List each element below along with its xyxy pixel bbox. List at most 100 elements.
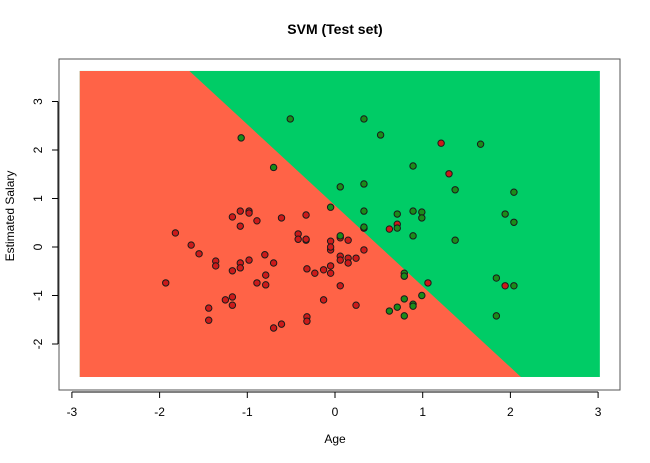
- point-class-0: [303, 317, 311, 325]
- point-class-0: [277, 214, 286, 222]
- point-class-1: [376, 131, 385, 139]
- point-class-0: [319, 266, 328, 274]
- x-tick-label: 1: [419, 405, 426, 419]
- y-tick-label: 1: [31, 195, 45, 202]
- point-class-1: [269, 163, 278, 172]
- point-class-0: [261, 251, 269, 259]
- point-class-1: [492, 312, 501, 320]
- point-class-0: [424, 279, 432, 287]
- point-class-0: [228, 213, 237, 221]
- point-class-0: [236, 264, 244, 272]
- point-class-0: [253, 279, 261, 287]
- point-class-0: [228, 267, 237, 275]
- x-tick-label: 3: [595, 405, 602, 419]
- point-class-1: [393, 210, 401, 218]
- x-tick-label: -1: [242, 405, 253, 419]
- point-class-1: [400, 272, 408, 280]
- point-class-0: [212, 262, 220, 270]
- point-class-0: [187, 241, 195, 249]
- point-class-1: [476, 140, 485, 148]
- point-class-0: [385, 225, 394, 233]
- y-tick-label: 3: [31, 98, 45, 105]
- point-class-1: [418, 291, 426, 300]
- point-class-0: [236, 207, 244, 215]
- point-class-1: [237, 134, 245, 142]
- point-class-0: [269, 259, 278, 267]
- y-tick-label: -2: [31, 338, 45, 349]
- point-class-0: [205, 304, 213, 312]
- point-class-0: [245, 209, 253, 217]
- point-class-1: [510, 218, 518, 226]
- y-axis: -2 -1 0 1 2 3: [31, 98, 59, 349]
- point-class-0: [319, 296, 328, 304]
- point-class-1: [360, 115, 368, 123]
- point-class-1: [409, 207, 417, 215]
- x-axis: -3 -2 -1 0 1 2 3: [67, 391, 602, 419]
- point-class-0: [501, 282, 509, 290]
- point-class-1: [510, 282, 518, 290]
- y-tick-label: -1: [31, 290, 45, 301]
- point-class-1: [286, 115, 294, 123]
- point-class-0: [303, 265, 311, 273]
- point-class-1: [510, 188, 518, 196]
- point-class-0: [445, 170, 453, 178]
- point-class-1: [336, 232, 344, 240]
- point-class-0: [294, 235, 302, 243]
- y-tick-label: 0: [31, 243, 45, 250]
- point-class-0: [269, 324, 278, 332]
- point-class-1: [409, 302, 417, 310]
- point-class-0: [236, 222, 244, 230]
- x-tick-label: -2: [154, 405, 165, 419]
- point-class-1: [451, 236, 459, 244]
- point-class-0: [336, 282, 344, 290]
- point-class-0: [344, 236, 352, 244]
- point-class-1: [393, 224, 401, 232]
- point-class-0: [245, 256, 253, 264]
- point-class-1: [360, 223, 368, 231]
- x-axis-label: Age: [324, 432, 346, 446]
- point-class-0: [437, 139, 445, 147]
- point-class-0: [195, 250, 203, 258]
- point-class-1: [385, 307, 394, 315]
- point-class-1: [360, 180, 368, 188]
- point-class-1: [409, 162, 417, 170]
- point-class-1: [501, 210, 509, 218]
- point-class-0: [326, 243, 335, 251]
- x-tick-label: 0: [332, 405, 339, 419]
- point-class-1: [326, 203, 335, 211]
- point-class-0: [344, 259, 352, 267]
- point-class-1: [336, 183, 344, 191]
- point-class-0: [228, 301, 237, 309]
- x-tick-label: -3: [67, 405, 78, 419]
- point-class-0: [253, 217, 261, 225]
- data-points: [162, 115, 518, 332]
- point-class-0: [311, 269, 319, 277]
- point-class-0: [171, 229, 180, 237]
- point-class-1: [400, 295, 408, 303]
- point-class-0: [262, 281, 270, 289]
- point-class-0: [221, 296, 230, 304]
- point-class-1: [360, 207, 368, 215]
- point-class-0: [336, 256, 344, 264]
- point-class-1: [400, 312, 408, 320]
- point-class-1: [492, 274, 501, 282]
- point-class-0: [326, 269, 335, 277]
- x-tick-label: 2: [507, 405, 514, 419]
- point-class-0: [302, 211, 310, 219]
- point-class-1: [451, 186, 459, 194]
- point-class-1: [409, 232, 417, 240]
- point-class-1: [393, 303, 401, 311]
- point-class-1: [418, 214, 426, 222]
- chart-title: SVM (Test set): [287, 21, 382, 37]
- point-class-0: [162, 279, 170, 287]
- point-class-0: [262, 271, 270, 279]
- point-class-0: [360, 246, 368, 254]
- decision-regions: [79, 70, 600, 377]
- point-class-0: [205, 316, 213, 324]
- plot-frame: [58, 58, 621, 391]
- point-class-0: [228, 293, 237, 301]
- y-axis-label: Estimated Salary: [3, 171, 17, 262]
- point-class-0: [352, 301, 360, 309]
- y-tick-label: 2: [31, 146, 45, 153]
